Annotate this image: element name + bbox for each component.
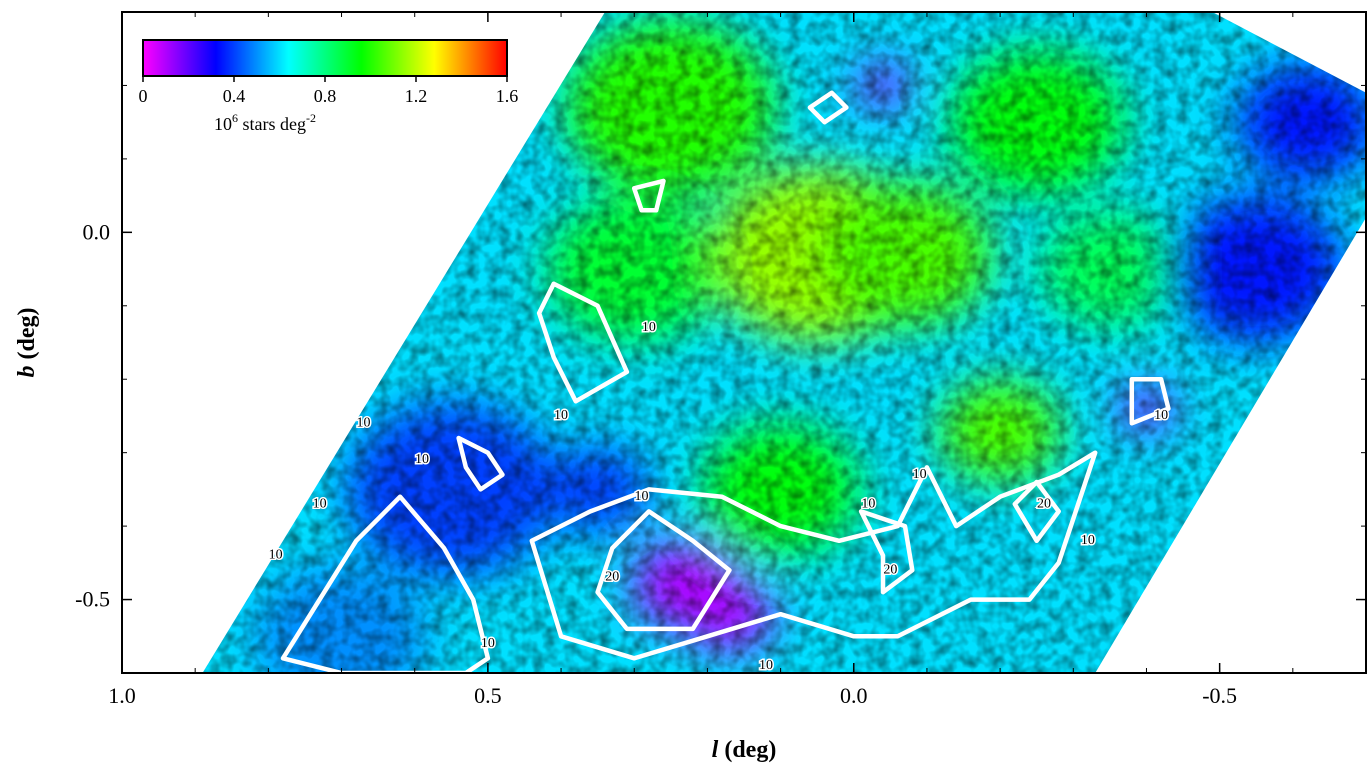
colorbar-label-base: 10 [214,114,232,134]
contour-label: 10 [635,489,649,504]
plot-frame [121,11,1367,674]
x-axis-title: l (deg) [712,737,777,763]
contour-label: 10 [913,467,927,482]
y-tick-label: -0.5 [75,587,110,612]
axis-ticks [121,11,1367,674]
colorbar-ticks: 0 0.4 0.8 1.2 1.6 [139,76,519,106]
contour-label: 10 [313,496,327,511]
contour-labels: 10 10 10 10 10 10 10 10 20 10 10 20 10 20 10 10 [267,319,1169,673]
colorbar-tick-label: 0 [139,86,148,106]
colorbar-tick-label: 1.2 [405,86,428,106]
colorbar-tick-label: 0.4 [223,86,246,106]
contour-line-10 [529,450,1098,661]
y-tick-label: 0.0 [83,219,111,244]
contour-label: 10 [759,658,773,673]
colorbar-label: 106 stars deg-2 [214,111,316,134]
x-tick-label: -0.5 [1202,683,1237,708]
contour-line-20 [595,509,732,632]
contour-label: 10 [269,548,283,563]
y-axis-symbol: b [14,365,40,377]
x-axis-symbol: l [712,737,719,763]
contour-label: 20 [605,570,619,585]
x-axis-unit: (deg) [718,737,776,763]
x-tick-label: 0.5 [474,683,502,708]
contour-label: 10 [1154,408,1168,423]
contour-label: 10 [861,496,875,511]
contour-label: 10 [554,408,568,423]
colorbar-tick-label: 0.8 [314,86,337,106]
colorbar-label-text: stars deg [238,114,306,134]
contour-lines [280,90,1171,673]
contour-line-20 [858,509,915,595]
contour-line-10 [807,90,849,125]
contour-label: 10 [415,452,429,467]
contour-line-10 [456,435,505,492]
contour-line-10 [280,494,491,673]
colorbar-gradient [142,39,508,77]
x-tick-label: 1.0 [108,683,136,708]
x-tick-label: 0.0 [840,683,868,708]
colorbar-tick-label: 1.6 [496,86,519,106]
contour-line-10 [1129,376,1171,426]
colorbar: 0 0.4 0.8 1.2 1.6 106 stars deg-2 [139,39,519,134]
contour-line-10 [631,178,666,213]
colorbar-label-exponent-2: -2 [306,111,316,125]
colorbar-label-exponent: 6 [232,111,238,125]
contour-line-10 [536,281,630,404]
contour-label: 10 [1081,533,1095,548]
contour-label: 20 [883,562,897,577]
coverage-region [202,12,1366,673]
contour-line-20 [1012,479,1061,544]
axis-tick-labels: 1.0 0.5 0.0 -0.5 0.0 -0.5 [75,219,1237,708]
plot-area: 10 10 10 10 10 10 10 10 20 10 10 20 10 20 10 10 [202,12,1366,673]
y-axis-unit: (deg) [14,308,40,366]
contour-label: 20 [1037,496,1051,511]
contour-label: 10 [642,320,656,335]
contour-label: 10 [356,416,370,431]
contour-label: 10 [481,636,495,651]
y-axis-title: b (deg) [14,308,40,378]
